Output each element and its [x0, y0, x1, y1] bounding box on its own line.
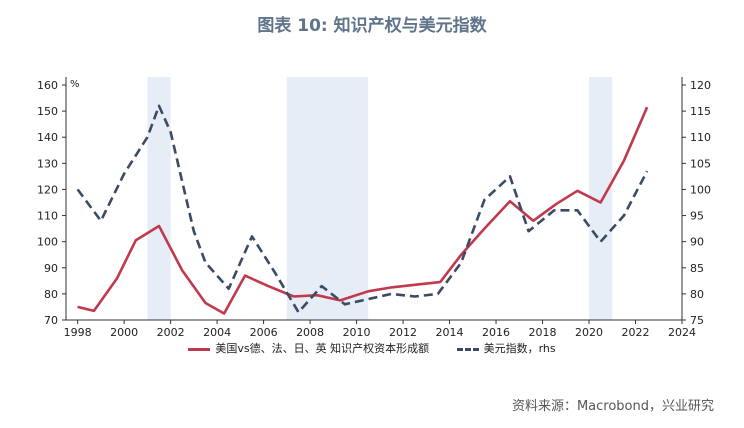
right-tick-label: 85 — [690, 262, 704, 275]
left-tick-label: 90 — [44, 262, 58, 275]
right-tick-label: 120 — [690, 79, 711, 92]
x-tick-label: 2006 — [250, 326, 278, 339]
left-tick-label: 140 — [37, 131, 58, 144]
x-tick-label: 2008 — [296, 326, 324, 339]
right-tick-label: 75 — [690, 314, 704, 327]
series-line-0 — [77, 106, 649, 315]
shaded-period-1 — [286, 77, 369, 320]
right-tick-label: 105 — [690, 157, 711, 170]
legend-label-dollar-index: 美元指数，rhs — [483, 342, 556, 355]
x-tick-label: 2014 — [436, 326, 464, 339]
x-tick-label: 2020 — [575, 326, 603, 339]
x-tick-label: 2004 — [203, 326, 231, 339]
left-tick-label: 120 — [37, 183, 58, 196]
x-tick-label: 2022 — [622, 326, 650, 339]
legend-item-ip-capital: 美国vs德、法、日、英 知识产权资本形成额 — [188, 340, 429, 356]
x-tick-label: 2016 — [482, 326, 510, 339]
left-tick-label: 80 — [44, 288, 58, 301]
right-tick-label: 110 — [690, 131, 711, 144]
right-tick-label: 80 — [690, 288, 704, 301]
right-tick-label: 115 — [690, 105, 711, 118]
series-line-1 — [76, 104, 649, 314]
right-tick-label: 90 — [690, 236, 704, 249]
legend-swatch-ip-capital — [188, 347, 211, 351]
x-tick-label: 2012 — [389, 326, 417, 339]
shaded-period-0 — [147, 77, 171, 320]
right-tick-label: 100 — [690, 183, 711, 196]
chart-title: 图表 10: 知识产权与美元指数 — [257, 16, 487, 36]
shaded-period-2 — [589, 77, 613, 320]
x-tick-label: 2010 — [343, 326, 371, 339]
chart-legend: 美国vs德、法、日、英 知识产权资本形成额 美元指数，rhs — [0, 340, 744, 356]
left-tick-label: 160 — [37, 79, 58, 92]
left-tick-label: 100 — [37, 236, 58, 249]
legend-swatch-dollar-index — [456, 347, 479, 351]
line-chart: 70 80 90 100 110 120 130 140 150 160 % 75 80 85 90 95 10… — [37, 77, 711, 339]
x-tick-label: 1998 — [64, 326, 92, 339]
x-tick-label: 2002 — [157, 326, 185, 339]
left-tick-label: 130 — [37, 157, 58, 170]
x-tick-label: 2000 — [110, 326, 138, 339]
x-tick-label: 2018 — [529, 326, 557, 339]
legend-label-ip-capital: 美国vs德、法、日、英 知识产权资本形成额 — [215, 342, 430, 355]
left-tick-label: 110 — [37, 210, 58, 223]
left-tick-label: 70 — [44, 314, 58, 327]
legend-item-dollar-index: 美元指数，rhs — [456, 340, 556, 356]
source-note: 资料来源：Macrobond，兴业研究 — [511, 399, 714, 414]
right-tick-label: 95 — [690, 210, 704, 223]
left-axis-unit: % — [70, 79, 80, 90]
left-tick-label: 150 — [37, 105, 58, 118]
x-tick-label: 2024 — [668, 326, 696, 339]
